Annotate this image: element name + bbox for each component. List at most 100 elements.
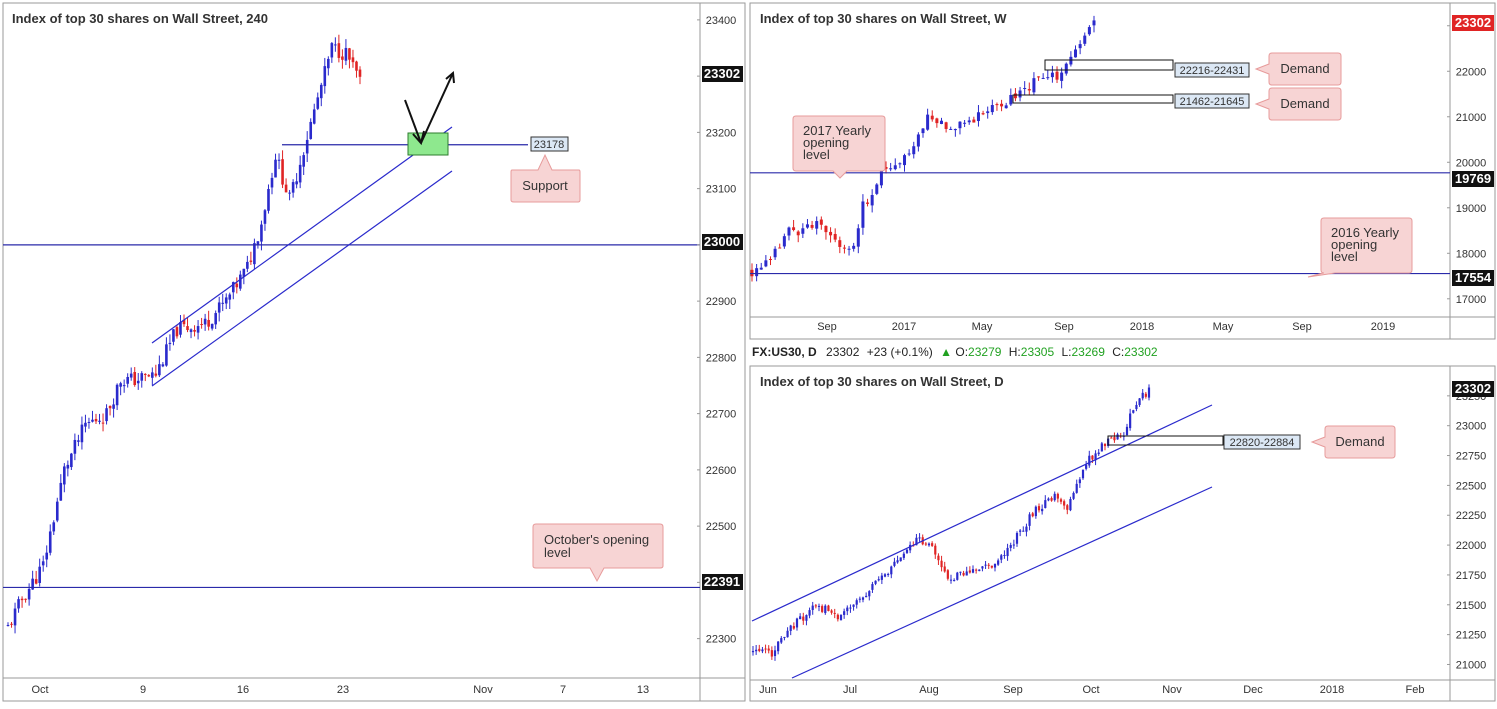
daily-candle[interactable] — [1125, 423, 1129, 437]
h4-candle[interactable] — [312, 103, 316, 125]
h4-candle[interactable] — [161, 362, 165, 368]
daily-candle[interactable] — [1085, 460, 1088, 471]
weekly-demand-zone-2[interactable] — [1012, 94, 1174, 104]
daily-candle[interactable] — [877, 576, 880, 582]
weekly-candle[interactable] — [796, 230, 800, 243]
daily-candle[interactable] — [1110, 436, 1113, 439]
h4-candle[interactable] — [151, 367, 154, 386]
h4-candle[interactable] — [203, 313, 207, 331]
h4-candle[interactable] — [344, 39, 348, 66]
weekly-candle[interactable] — [764, 255, 768, 268]
h4-candle[interactable] — [84, 414, 87, 433]
daily-candle[interactable] — [968, 566, 971, 574]
h4-candle[interactable] — [34, 570, 38, 585]
h4-candle[interactable] — [309, 118, 313, 140]
h4-candle[interactable] — [330, 42, 334, 63]
daily-channel-upper-line[interactable] — [751, 404, 1213, 622]
daily-candle[interactable] — [1041, 504, 1044, 515]
daily-candle[interactable] — [764, 644, 767, 654]
weekly-candle[interactable] — [870, 189, 874, 213]
weekly-candle[interactable] — [1027, 82, 1031, 96]
weekly-candle[interactable] — [926, 108, 930, 131]
h4-candle[interactable] — [302, 152, 305, 176]
daily-candle[interactable] — [755, 645, 758, 655]
daily-candle[interactable] — [1135, 401, 1138, 412]
weekly-candle[interactable] — [861, 194, 865, 235]
weekly-candle[interactable] — [866, 198, 870, 207]
daily-candle[interactable] — [1141, 389, 1144, 401]
h4-candle[interactable] — [179, 315, 182, 338]
h4-candle[interactable] — [154, 364, 158, 378]
daily-candle[interactable] — [849, 604, 852, 613]
weekly-candle[interactable] — [1064, 62, 1068, 76]
daily-candle[interactable] — [1037, 503, 1041, 513]
h4-candle[interactable] — [235, 277, 239, 294]
h4-candle[interactable] — [59, 474, 63, 501]
daily-candle[interactable] — [1097, 449, 1100, 456]
h4-candle[interactable] — [246, 255, 249, 273]
h4-candle[interactable] — [158, 355, 161, 378]
weekly-candle[interactable] — [939, 117, 943, 125]
h4-candle[interactable] — [175, 325, 179, 339]
h4-candle[interactable] — [221, 293, 225, 312]
weekly-candle[interactable] — [773, 246, 777, 260]
daily-candle[interactable] — [846, 605, 849, 616]
h4-candle[interactable] — [108, 405, 112, 416]
daily-candle[interactable] — [827, 604, 830, 612]
h4-candle[interactable] — [119, 381, 122, 396]
weekly-candle[interactable] — [1092, 15, 1096, 33]
daily-candle[interactable] — [855, 598, 858, 609]
weekly-candle[interactable] — [958, 121, 962, 135]
daily-candle[interactable] — [893, 557, 896, 568]
daily-candle[interactable] — [773, 645, 777, 661]
daily-candle[interactable] — [1000, 553, 1003, 564]
weekly-candle[interactable] — [805, 219, 809, 229]
weekly-candle[interactable] — [949, 126, 953, 130]
h4-candle[interactable] — [249, 251, 253, 265]
weekly-candle[interactable] — [1074, 45, 1078, 58]
daily-candle[interactable] — [767, 645, 770, 654]
h4-candle[interactable] — [48, 524, 52, 556]
h4-candle[interactable] — [334, 37, 337, 52]
h4-candle[interactable] — [196, 320, 200, 340]
weekly-candle[interactable] — [829, 227, 833, 243]
h4-candle[interactable] — [80, 416, 84, 450]
h4-candle[interactable] — [298, 155, 302, 189]
daily-candle[interactable] — [871, 581, 874, 593]
weekly-candle[interactable] — [875, 183, 879, 196]
h4-candle[interactable] — [66, 460, 70, 477]
h4-candle[interactable] — [133, 367, 137, 387]
daily-candle[interactable] — [1147, 384, 1151, 401]
weekly-demand-zone-1[interactable] — [1044, 59, 1174, 71]
h4-candle[interactable] — [126, 373, 129, 388]
daily-candle[interactable] — [934, 543, 937, 559]
weekly-candle[interactable] — [815, 216, 819, 235]
daily-candle[interactable] — [802, 612, 805, 625]
h4-candle[interactable] — [129, 367, 133, 381]
daily-candle[interactable] — [792, 622, 795, 630]
daily-candle[interactable] — [975, 568, 978, 574]
daily-candle[interactable] — [808, 607, 811, 619]
h4-candle[interactable] — [193, 325, 196, 337]
h4-candle[interactable] — [270, 172, 274, 195]
h4-candle[interactable] — [168, 334, 172, 351]
daily-candle[interactable] — [1078, 477, 1081, 488]
weekly-candle[interactable] — [819, 216, 823, 230]
weekly-candle[interactable] — [1041, 73, 1045, 80]
daily-candle[interactable] — [843, 608, 846, 619]
weekly-candle[interactable] — [1060, 67, 1064, 89]
h4-candle[interactable] — [355, 60, 358, 78]
daily-candle[interactable] — [1034, 505, 1037, 519]
h4-candle[interactable] — [6, 622, 10, 627]
h4-candle[interactable] — [291, 179, 295, 198]
weekly-candle[interactable] — [852, 242, 856, 252]
channel-lower-line[interactable] — [151, 170, 453, 387]
daily-candle[interactable] — [858, 596, 861, 603]
daily-candle[interactable] — [1009, 542, 1012, 552]
daily-candle[interactable] — [1069, 496, 1072, 512]
chart-panel-daily[interactable]: Index of top 30 shares on Wall Street, D… — [749, 365, 1496, 702]
daily-candle[interactable] — [990, 565, 993, 569]
daily-candle[interactable] — [1113, 432, 1116, 443]
weekly-candle[interactable] — [944, 121, 948, 133]
h4-candle[interactable] — [316, 92, 320, 111]
